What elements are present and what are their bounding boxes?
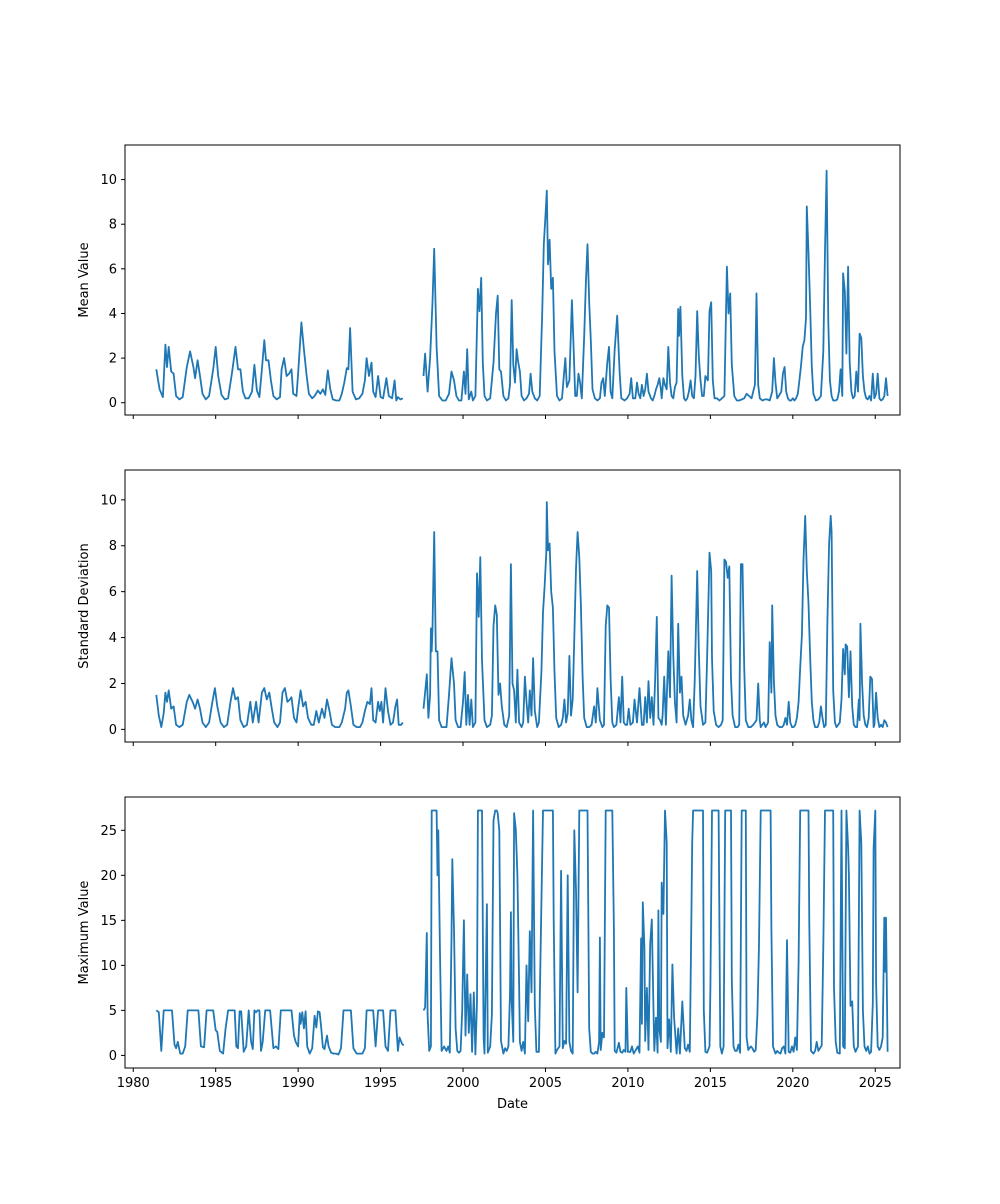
y-axis-label: Mean Value	[77, 242, 92, 317]
x-tick-label: 2010	[611, 1076, 644, 1091]
y-tick-label: 5	[109, 1004, 117, 1019]
y-axis-label: Maximum Value	[77, 881, 92, 985]
y-tick-label: 15	[100, 914, 117, 929]
y-tick-label: 2	[109, 677, 117, 692]
y-tick-label: 25	[100, 824, 117, 839]
y-tick-label: 0	[109, 723, 117, 738]
y-tick-label: 8	[109, 539, 117, 554]
y-tick-label: 4	[109, 631, 117, 646]
x-tick-label: 2015	[694, 1076, 727, 1091]
x-tick-label: 1980	[117, 1076, 150, 1091]
y-tick-label: 6	[109, 585, 117, 600]
series-line-segment-1	[155, 1009, 405, 1056]
y-tick-label: 2	[109, 352, 117, 367]
series-line-segment-1	[155, 687, 404, 728]
y-axis-label: Standard Deviation	[77, 543, 92, 668]
x-tick-label: 2020	[776, 1076, 809, 1091]
y-tick-label: 4	[109, 307, 117, 322]
axes-frame	[124, 469, 901, 743]
y-tick-label: 10	[100, 493, 117, 508]
axes-frame	[124, 144, 901, 416]
x-tick-label: 2000	[446, 1076, 479, 1091]
y-tick-label: 6	[109, 262, 117, 277]
x-axis-label: Date	[497, 1097, 528, 1112]
x-tick-label: 1985	[199, 1076, 232, 1091]
series-line-segment-2	[422, 809, 889, 1056]
y-tick-label: 10	[100, 173, 117, 188]
y-tick-label: 8	[109, 218, 117, 233]
series-line-segment-1	[155, 321, 404, 402]
x-tick-label: 2025	[859, 1076, 892, 1091]
y-tick-label: 0	[109, 396, 117, 411]
y-tick-label: 0	[109, 1049, 117, 1064]
y-tick-label: 10	[100, 959, 117, 974]
panel-2: 0 2 4 6 8 10 Standard Deviation	[77, 469, 901, 746]
series-line-segment-2	[422, 501, 889, 728]
panel-1: 0 2 4 6 8 10 Mean Value	[77, 144, 901, 419]
x-tick-label: 1995	[364, 1076, 397, 1091]
x-tick-label: 1990	[282, 1076, 315, 1091]
axes-frame	[124, 796, 901, 1069]
y-tick-label: 20	[100, 869, 117, 884]
x-tick-label: 2005	[529, 1076, 562, 1091]
series-line-segment-2	[422, 169, 889, 402]
